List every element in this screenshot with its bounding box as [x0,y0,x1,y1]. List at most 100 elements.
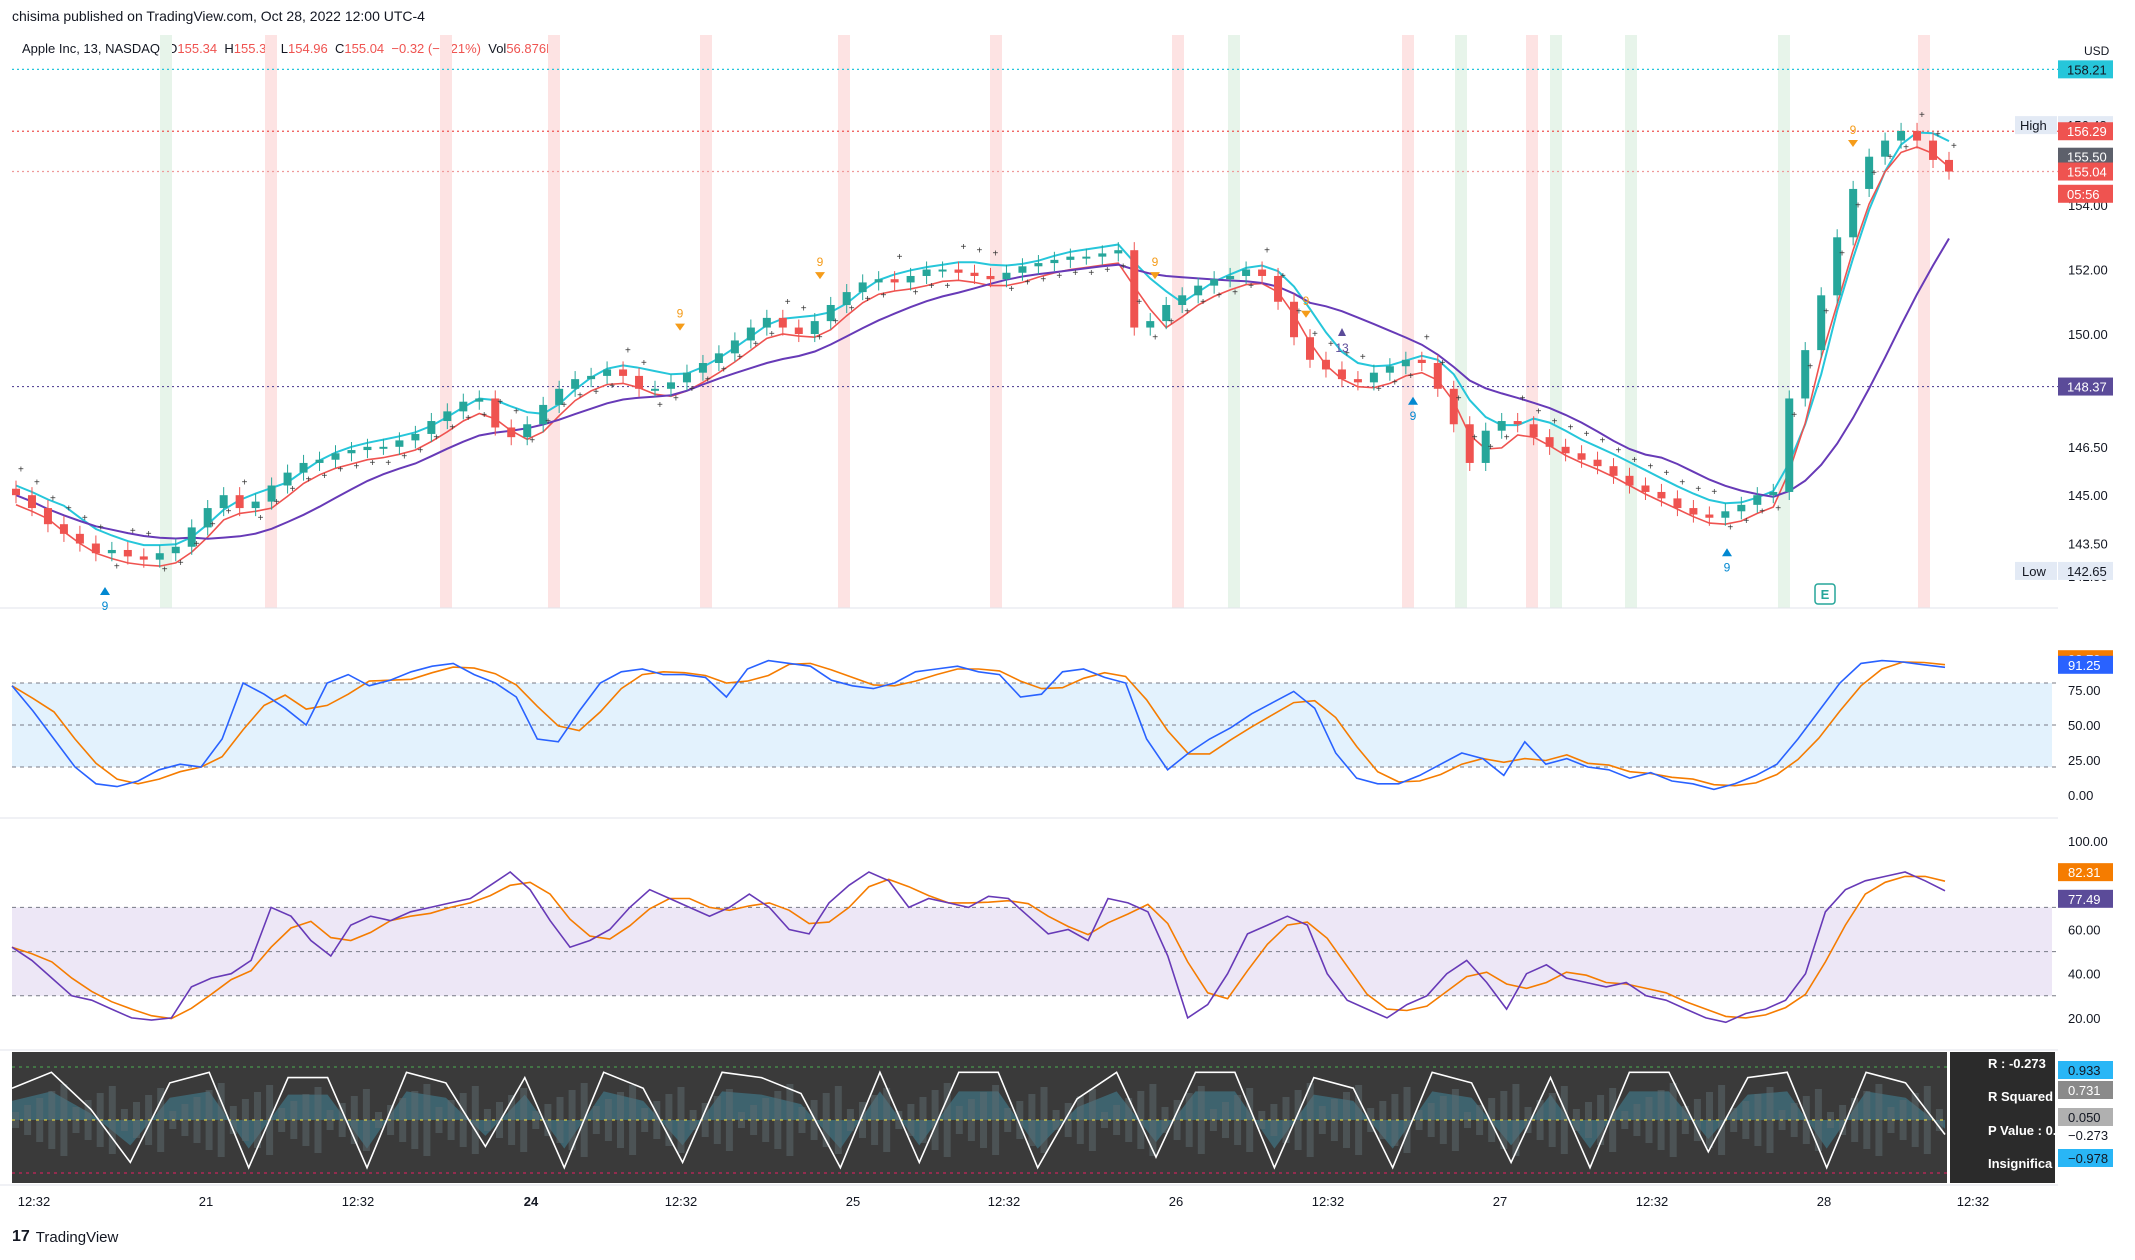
sar-dot: + [385,458,391,469]
candle-body [1785,398,1794,492]
footer-brand: 17 TradingView [12,1228,118,1246]
candle-body [1849,188,1858,238]
corr-histogram-bar [725,1089,733,1151]
sar-dot: + [513,407,519,418]
candle-body [171,546,180,554]
corr-histogram-bar [1246,1088,1254,1152]
earnings-marker-label: E [1821,587,1830,602]
sar-dot: + [34,478,40,489]
candle-body [986,275,995,280]
corr-label-bg [1950,1052,2055,1183]
sar-dot: + [833,316,839,327]
sar-dot: + [1791,410,1797,421]
sar-dot: + [226,507,232,518]
session-band [1455,35,1467,608]
corr-histogram-bar [1270,1104,1278,1136]
tradingview-logo-icon: 17 [12,1228,30,1245]
price-badge [2058,60,2113,79]
candle-body [203,508,212,528]
corr-histogram-bar [846,1109,854,1131]
sar-dot: + [673,394,679,405]
price-tick-label: 143.50 [2068,537,2108,552]
candle-body [603,369,612,376]
sar-dot: + [992,249,998,260]
footer-brand-text: TradingView [35,1228,119,1246]
sar-dot: + [641,358,647,369]
stoch-badge [2058,655,2113,674]
stoch-k-line [11,659,1946,791]
candle-body [1881,140,1890,157]
candle-body [1945,159,1953,172]
corr-histogram-bar [181,1104,189,1136]
time-tick-label: 12:32 [1636,1194,1669,1209]
sar-dot: + [1536,407,1542,418]
candle-body [123,549,132,557]
corr-histogram-bar [1693,1099,1701,1141]
sar-dot: + [1216,291,1222,302]
sar-dot: + [1344,349,1350,360]
sar-dot: + [18,465,24,476]
earnings-marker-icon [1814,583,1836,605]
time-tick-label: 12:32 [18,1194,51,1209]
sar-dot: + [1775,503,1781,514]
sar-dot: + [1887,152,1893,163]
sar-dot: + [1695,484,1701,495]
candle-body [1577,453,1586,460]
candle-body [778,317,787,328]
candle-body [682,372,691,383]
candle-body [1561,446,1570,454]
price-badge-label: 155.50 [2067,150,2107,165]
corr-histogram-bar [1076,1096,1084,1144]
time-tick-label: 12:32 [1957,1194,1990,1209]
sar-dot: + [817,332,823,343]
candle-body [1593,459,1602,467]
sar-dot: + [1759,507,1765,518]
sar-dot: + [1727,523,1733,534]
session-band [1918,35,1930,608]
corr-histogram-bar [1814,1089,1822,1151]
corr-histogram-bar [992,1085,1000,1155]
buy-setup-triangle [100,586,110,595]
candle-body [1226,275,1235,280]
sar-dot: + [609,381,615,392]
stoch-d-line [11,661,1946,787]
candle-body [1641,485,1650,492]
price-badge [2058,377,2113,396]
corr-histogram-bar [48,1091,56,1149]
corr-histogram-bar [459,1093,467,1147]
candle-body [427,421,436,434]
low-tag-label: Low [2022,564,2046,579]
session-band [1402,35,1414,608]
corr-histogram-bar [1621,1111,1629,1129]
candle-body [219,495,228,509]
rsi-tick-label: 40.00 [2068,967,2101,982]
candle-body [1625,475,1634,486]
corr-histogram-bar [133,1102,140,1138]
sar-dot: + [1136,297,1142,308]
sar-dot: + [1631,455,1637,466]
corr-histogram-bar [508,1095,516,1145]
sar-dot: + [929,281,935,292]
stoch-tick-label: 75.00 [2068,683,2101,698]
candle-body [459,401,468,412]
corr-histogram-bar [1439,1096,1447,1144]
corr-histogram-bar [1451,1089,1459,1151]
sar-dot: + [258,513,264,524]
candle-body [1194,285,1203,296]
candle-body [1258,269,1267,276]
sar-dot: + [945,281,951,292]
sar-dot: + [1264,245,1270,256]
candle-body [1913,130,1922,141]
corr-histogram-bar [1887,1107,1895,1133]
session-band [1228,35,1240,608]
corr-histogram-bar [1222,1102,1229,1138]
corr-badge [2058,1108,2113,1126]
candle-body [1481,430,1490,463]
corr-histogram-bar [1464,1112,1471,1128]
sar-dot: + [1855,200,1861,211]
corr-histogram-bar [1367,1108,1375,1132]
candle-body [1050,259,1059,264]
corr-histogram-bar [1790,1103,1798,1137]
candle-body [890,279,899,283]
